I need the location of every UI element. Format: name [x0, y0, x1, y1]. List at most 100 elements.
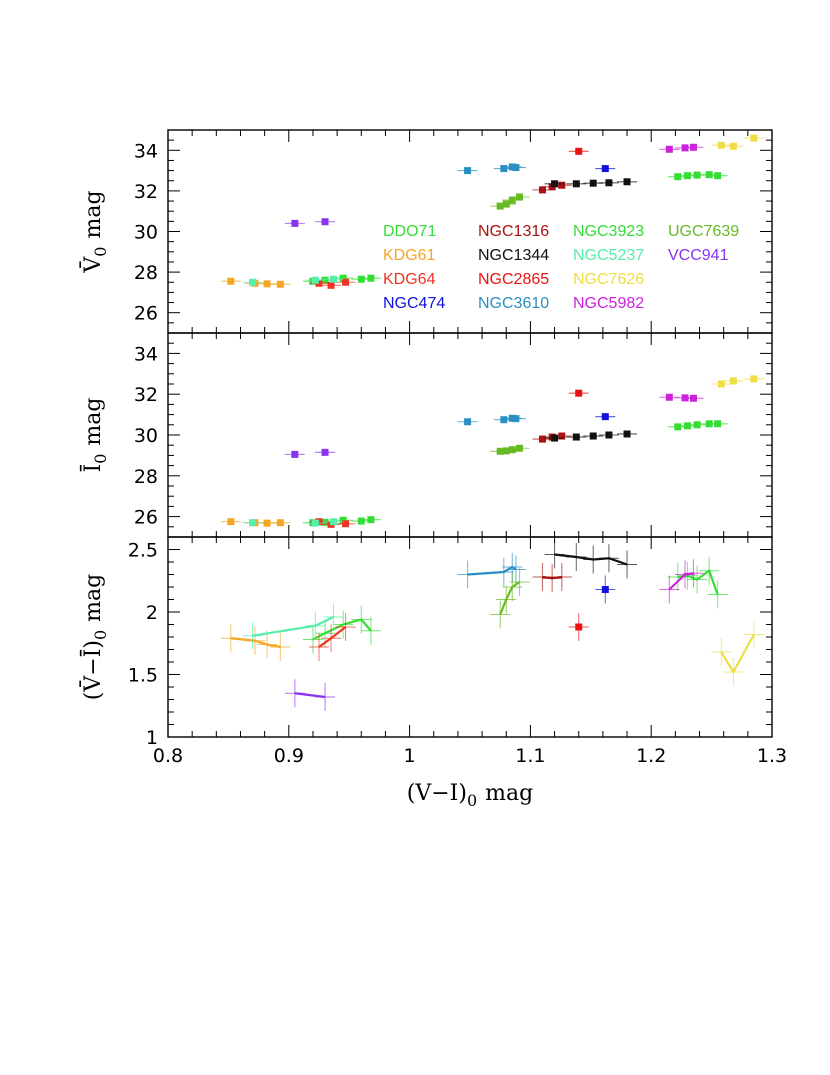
data-point: [321, 518, 329, 526]
y-axis-title-subscript: 0: [91, 630, 110, 640]
series-UGC7639: [490, 568, 530, 629]
data-point: [276, 280, 284, 288]
data-point: [500, 165, 508, 173]
series-NGC3610: [457, 163, 526, 175]
y-tick-label: 28: [134, 466, 158, 488]
y-tick-label: 34: [134, 343, 158, 365]
y-axis-title: V̄0 mag: [79, 190, 110, 273]
data-point: [575, 623, 583, 631]
data-point: [674, 423, 682, 431]
y-axis-title-main: (V̄−Ī): [79, 640, 106, 700]
y-axis-title-main: V̄: [79, 256, 106, 274]
series-KDG64: [309, 278, 356, 289]
chart-panels: 2628303234V̄0mag2628303234Ī0mag11.522.5…: [79, 129, 773, 749]
series-VCC941: [284, 679, 336, 711]
data-point: [291, 450, 299, 458]
y-tick-label: 32: [134, 181, 158, 203]
data-point: [572, 180, 580, 188]
data-point: [714, 420, 722, 428]
data-point: [575, 147, 583, 155]
series-NGC5237: [242, 518, 344, 527]
y-axis-title-suffix: mag: [81, 190, 106, 238]
data-point: [750, 134, 758, 142]
data-point: [508, 446, 516, 454]
y-axis-title-subscript: 0: [91, 454, 110, 464]
panel-I0: 26 28 30 32 34 Ī0 mag: [80, 332, 773, 538]
y-tick-label: 26: [134, 507, 158, 529]
x-tick-label: 1.3: [757, 745, 787, 767]
legend-entry-NGC1344: NGC1344: [478, 247, 549, 264]
y-axis-title-subscript: 0: [91, 246, 110, 256]
data-point: [329, 518, 337, 526]
series-UGC7639: [490, 444, 530, 455]
legend-entry-NGC1316: NGC1316: [478, 223, 549, 240]
data-point: [500, 416, 508, 424]
legend-entry-NGC3923: NGC3923: [573, 223, 644, 240]
legend-entry-KDG61: KDG61: [383, 247, 436, 264]
x-tick-label: 1.2: [636, 745, 666, 767]
series-NGC2865: [568, 147, 589, 155]
panel-frame: [167, 332, 773, 538]
series-KDG61: [220, 624, 291, 661]
series-NGC3923: [667, 420, 728, 431]
data-point: [464, 167, 472, 175]
data-point: [589, 432, 597, 440]
data-point: [551, 180, 559, 188]
legend-entry-NGC3610: NGC3610: [478, 295, 549, 312]
legend-entry-KDG64: KDG64: [383, 271, 436, 288]
data-point: [516, 193, 524, 201]
data-point: [589, 179, 597, 187]
data-point: [665, 145, 673, 153]
data-point: [508, 196, 516, 204]
y-tick-label: 2.5: [128, 540, 158, 562]
series-DDO71: [302, 605, 381, 654]
series-NGC7626: [711, 375, 764, 388]
x-tick-label: 0.8: [153, 745, 183, 767]
series-NGC3923: [667, 171, 728, 181]
data-point: [558, 181, 566, 189]
data-point: [496, 202, 504, 210]
legend-entry-VCC941: VCC941: [668, 247, 729, 264]
series-line: [467, 565, 517, 576]
data-point: [311, 519, 319, 527]
data-point: [674, 173, 682, 181]
series-NGC474: [595, 575, 616, 604]
x-tick-label: 1: [404, 745, 416, 767]
data-point: [623, 178, 631, 186]
series-NGC5982: [659, 559, 704, 604]
series-NGC5237: [242, 275, 344, 286]
data-point: [623, 430, 631, 438]
legend: DDO71 KDG61 KDG64 NGC474 NGC1316 NGC1344 NGC28…: [383, 223, 739, 312]
y-tick-label: 1: [146, 727, 158, 749]
y-axis-title-suffix: mag: [81, 574, 106, 622]
data-point: [551, 434, 559, 442]
series-KDG64: [309, 613, 356, 661]
y-axis-title: (V̄−Ī)0 mag: [79, 574, 110, 700]
data-point: [342, 520, 350, 528]
data-point: [276, 519, 284, 527]
series-UGC7639: [490, 193, 530, 210]
data-point: [538, 186, 546, 194]
series-NGC7626: [711, 134, 764, 150]
x-tick-label: 1.1: [515, 745, 545, 767]
data-point: [683, 172, 691, 180]
data-point: [572, 433, 580, 441]
series-VCC941: [284, 448, 336, 458]
data-point: [717, 141, 725, 149]
data-point: [750, 375, 758, 383]
data-point: [502, 447, 510, 455]
data-point: [291, 219, 299, 227]
y-tick-label: 32: [134, 384, 158, 406]
data-point: [357, 275, 365, 283]
series-VCC941: [284, 218, 336, 227]
data-point: [227, 518, 235, 526]
data-point: [516, 444, 524, 452]
data-point: [311, 276, 319, 284]
panel-frame: [167, 536, 773, 738]
data-point: [714, 172, 722, 180]
y-tick-label: 28: [134, 262, 158, 284]
data-point: [367, 274, 375, 282]
series-NGC7626: [711, 620, 764, 686]
data-point: [601, 165, 609, 173]
